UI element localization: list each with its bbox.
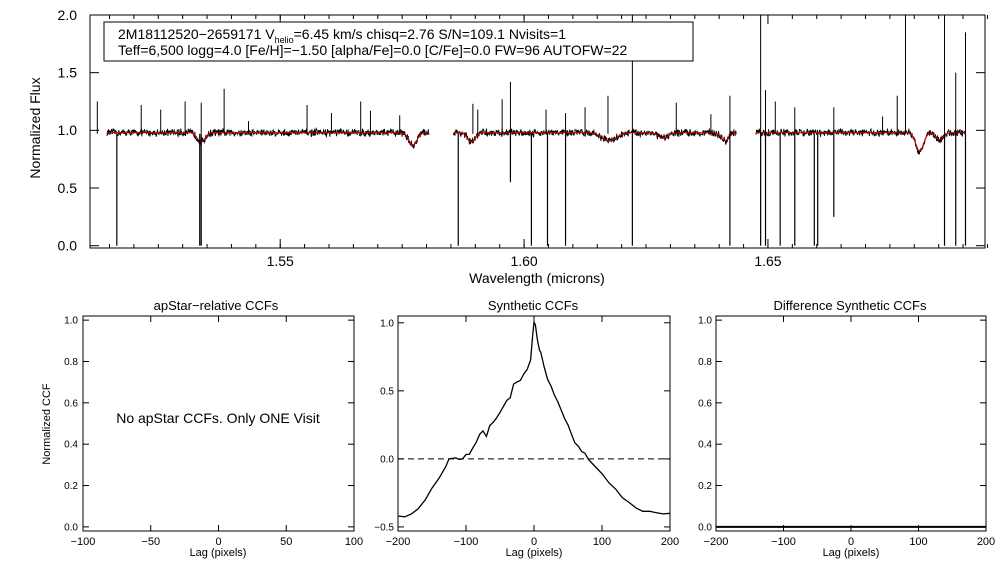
synthetic-ccf-line (397, 319, 671, 518)
apstar-ccf-title: apStar−relative CCFs (154, 298, 279, 313)
synthetic-ccf-ticks: −200 −100 0 100 200 −0.5 0.0 0.5 1.0 (374, 316, 679, 548)
y-tick-label: 1.0 (58, 122, 78, 138)
x-tick-label: 100 (345, 536, 363, 548)
y-tick-label: 0.0 (380, 454, 394, 465)
spectrum-xlabel: Wavelength (microns) (469, 270, 605, 286)
x-tick-label: −200 (704, 536, 729, 548)
annotation-line-1-prefix: 2M18112520−2659171 V (118, 26, 275, 42)
y-tick-label: 0.6 (698, 398, 712, 409)
y-tick-label: 0.0 (698, 522, 712, 533)
y-tick-label: 2.0 (58, 7, 78, 23)
x-tick-label: 0 (531, 536, 537, 548)
y-tick-label: 1.5 (58, 65, 78, 81)
synthetic-ccf-panel: Synthetic CCFs −200 −100 0 100 200 −0.5 0.0 0.5… (374, 298, 679, 559)
y-tick-label: 0.0 (64, 522, 78, 533)
x-tick-label: 100 (909, 536, 927, 548)
y-tick-label: 1.0 (64, 316, 78, 327)
x-tick-label: 100 (593, 536, 611, 548)
x-tick-label: 200 (977, 536, 995, 548)
spectrum-plot-area (96, 15, 967, 246)
spectrum-annotation-box: 2M18112520−2659171 Vhelio=6.45 km/s chis… (103, 21, 694, 62)
difference-ccf-ticks: −200 −100 0 100 200 0.0 0.2 0.4 0.6 0.8 1.0 (698, 316, 995, 548)
spectrum-panel: 1.55 1.60 1.65 0.0 0.5 1.0 1.5 2.0 Normalized F… (27, 7, 988, 286)
x-tick-label: 200 (661, 536, 679, 548)
annotation-line-1-subscript: helio (275, 35, 294, 45)
y-tick-label: 0.5 (58, 180, 78, 196)
spectrum-ticks: 1.55 1.60 1.65 0.0 0.5 1.0 1.5 2.0 (58, 7, 988, 269)
x-tick-label: 1.65 (754, 253, 781, 269)
apstar-ccf-note: No apStar CCFs. Only ONE Visit (116, 410, 320, 426)
synthetic-ccf-xlabel: Lag (pixels) (506, 547, 563, 559)
x-tick-label: −50 (141, 536, 160, 548)
y-tick-label: 0.6 (64, 398, 78, 409)
y-tick-label: 0.8 (698, 357, 712, 368)
y-tick-label: 0.4 (698, 440, 712, 451)
x-tick-label: −100 (454, 536, 479, 548)
model-spectrum-line (755, 132, 966, 152)
x-tick-label: 0 (848, 536, 854, 548)
x-tick-label: 1.55 (267, 253, 294, 269)
y-tick-label: 0.0 (58, 238, 78, 254)
annotation-line-1-suffix: =6.45 km/s chisq=2.76 S/N=109.1 Nvisits=… (294, 26, 567, 42)
spectrum-ylabel: Normalized Flux (27, 77, 43, 178)
synthetic-ccf-plot-area (397, 319, 671, 518)
apstar-ccf-xlabel: Lag (pixels) (190, 547, 247, 559)
apstar-ccf-panel: apStar−relative CCFs −100 −50 0 50 100 0.0 0.2… (41, 298, 363, 559)
x-tick-label: 0 (215, 536, 221, 548)
y-tick-label: 0.4 (64, 440, 78, 451)
y-tick-label: 0.8 (64, 357, 78, 368)
y-tick-label: 1.0 (698, 316, 712, 327)
x-tick-label: 1.60 (510, 253, 537, 269)
annotation-line-1: 2M18112520−2659171 Vhelio=6.45 km/s chis… (118, 26, 566, 45)
x-tick-label: −200 (386, 536, 411, 548)
difference-ccf-xlabel: Lag (pixels) (823, 547, 880, 559)
model-spectrum-line (453, 132, 737, 143)
synthetic-ccf-title: Synthetic CCFs (488, 298, 579, 313)
y-tick-label: 0.5 (380, 386, 394, 397)
x-tick-label: 50 (280, 536, 292, 548)
x-tick-label: −100 (71, 536, 96, 548)
apstar-ccf-ylabel: Normalized CCF (41, 383, 53, 465)
difference-ccf-title: Difference Synthetic CCFs (774, 298, 927, 313)
x-tick-label: −100 (771, 536, 796, 548)
annotation-box-frame (103, 21, 694, 62)
apstar-ccf-ticks: −100 −50 0 50 100 0.0 0.2 0.4 0.6 0.8 1.0 (64, 316, 363, 548)
y-tick-label: 0.2 (698, 481, 712, 492)
annotation-line-2: Teff=6,500 logg=4.0 [Fe/H]=−1.50 [alpha/… (118, 42, 627, 58)
y-tick-label: 0.2 (64, 481, 78, 492)
spectrum-frame (89, 14, 986, 249)
y-tick-label: 1.0 (380, 318, 394, 329)
difference-ccf-panel: Difference Synthetic CCFs −200 −100 0 100 20… (698, 298, 995, 559)
y-tick-label: −0.5 (374, 522, 394, 533)
